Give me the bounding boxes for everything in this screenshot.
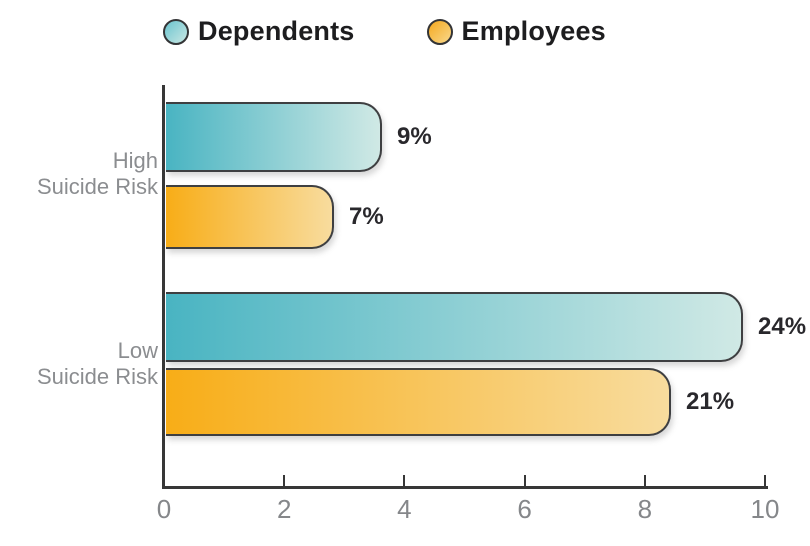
legend-swatch-dependents-icon [163,18,189,45]
x-axis-tick-label: 10 [750,494,780,524]
category-label-high-suicide-risk: High Suicide Risk [37,148,158,200]
category-label-line: High [112,148,158,173]
x-axis-tick-mark [283,475,286,487]
x-axis-tick-label: 6 [517,494,532,524]
legend-item-dependents: Dependents [163,16,355,47]
category-label-line: Suicide Risk [36,364,158,389]
x-axis-tick-mark [403,475,406,487]
data-label-high-dependents: 9% [397,123,432,150]
x-axis-tick-mark [643,475,646,487]
data-label-low-employees: 21% [686,388,735,415]
y-axis-line [162,85,165,489]
x-axis-tick-label: 4 [397,494,412,524]
data-label-high-employees: 7% [349,203,384,230]
legend: Dependents Employees [163,16,606,47]
bar-low-employees [166,368,671,436]
bar-high-dependents [166,102,382,172]
bar-high-employees [166,185,334,249]
x-axis-tick-mark [523,475,526,487]
x-axis-tick-label: 2 [276,494,292,524]
x-axis-tick-mark [764,475,766,487]
legend-swatch-employees-icon [426,18,453,45]
legend-label-employees: Employees [461,16,606,46]
category-label-line: Suicide Risk [36,174,158,199]
category-label-low-suicide-risk: Low Suicide Risk [37,338,158,390]
data-label-low-dependents: 24% [758,313,807,340]
legend-label-dependents: Dependents [198,16,355,46]
legend-item-employees: Employees [426,16,606,47]
x-axis-tick-label: 8 [637,494,653,524]
x-axis-line [162,486,768,489]
category-label-line: Low [117,338,158,363]
bar-low-dependents [166,292,743,362]
x-axis-tick-label: 0 [156,494,172,524]
